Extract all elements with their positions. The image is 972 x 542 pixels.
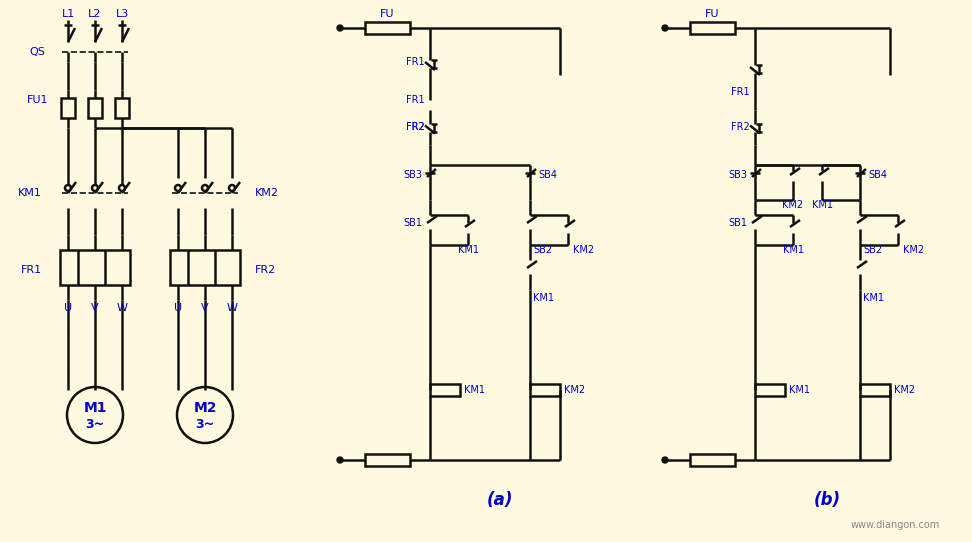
Bar [170, 250, 240, 285]
Text: FR1: FR1 [20, 265, 42, 275]
Text: FR2: FR2 [731, 122, 750, 132]
Text: L2: L2 [88, 9, 102, 19]
Text: SB4: SB4 [868, 170, 887, 180]
Text: FU1: FU1 [26, 95, 48, 105]
Text: U: U [64, 303, 72, 313]
Bar [530, 384, 560, 396]
Text: KM1: KM1 [464, 385, 485, 395]
Text: FR1: FR1 [731, 87, 750, 97]
Text: KM1: KM1 [812, 200, 832, 210]
Text: KM2: KM2 [564, 385, 585, 395]
Circle shape [337, 25, 343, 31]
Text: SB3: SB3 [728, 170, 747, 180]
Text: V: V [201, 303, 209, 313]
Text: M2: M2 [193, 401, 217, 415]
Bar [61, 98, 75, 118]
Text: FR1: FR1 [406, 57, 425, 67]
Text: KM1: KM1 [18, 188, 42, 198]
Bar [88, 98, 102, 118]
Circle shape [662, 457, 668, 463]
Text: SB2: SB2 [863, 245, 883, 255]
Text: FR2: FR2 [406, 122, 425, 132]
Text: 3~: 3~ [86, 418, 105, 431]
Text: SB1: SB1 [403, 218, 422, 228]
Text: L3: L3 [116, 9, 128, 19]
Text: V: V [91, 303, 99, 313]
Bar [365, 454, 410, 466]
Text: FR2: FR2 [406, 122, 425, 132]
Bar [430, 384, 460, 396]
Circle shape [662, 25, 668, 31]
Circle shape [337, 457, 343, 463]
Text: SB2: SB2 [533, 245, 552, 255]
Text: M1: M1 [84, 401, 107, 415]
Text: KM1: KM1 [789, 385, 810, 395]
Text: www.diangon.com: www.diangon.com [850, 520, 940, 530]
Text: 3~: 3~ [195, 418, 215, 431]
Text: KM2: KM2 [894, 385, 915, 395]
Text: QS: QS [29, 47, 45, 57]
Bar [755, 384, 785, 396]
Text: KM1: KM1 [782, 245, 804, 255]
Text: L1: L1 [61, 9, 75, 19]
Bar [365, 22, 410, 34]
Text: FU: FU [380, 9, 395, 19]
Text: KM1: KM1 [863, 293, 884, 303]
Bar [690, 454, 735, 466]
Text: SB3: SB3 [403, 170, 422, 180]
Text: KM2: KM2 [782, 200, 804, 210]
Text: KM1: KM1 [533, 293, 554, 303]
Text: FU: FU [706, 9, 719, 19]
Bar [690, 22, 735, 34]
Text: KM2: KM2 [255, 188, 279, 198]
Text: W: W [226, 303, 237, 313]
Text: U: U [174, 303, 182, 313]
Text: (b): (b) [814, 491, 841, 509]
Text: W: W [117, 303, 127, 313]
Bar [60, 250, 130, 285]
Bar [860, 384, 890, 396]
Text: FR2: FR2 [255, 265, 276, 275]
Text: KM1: KM1 [458, 245, 478, 255]
Text: SB4: SB4 [538, 170, 557, 180]
Bar [115, 98, 129, 118]
Text: KM2: KM2 [573, 245, 594, 255]
Text: (a): (a) [487, 491, 513, 509]
Text: KM2: KM2 [903, 245, 924, 255]
Text: SB1: SB1 [728, 218, 747, 228]
Text: FR1: FR1 [406, 95, 425, 105]
